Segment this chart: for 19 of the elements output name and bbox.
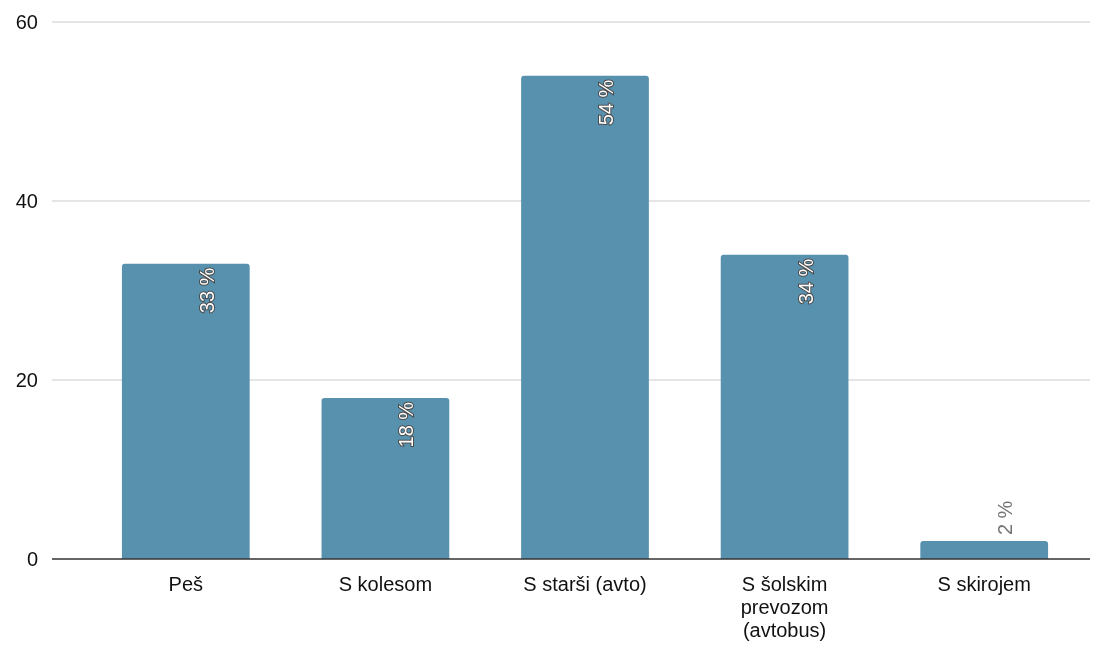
x-tick-label: S šolskim prevozom (avtobus) [740,573,829,641]
bar [720,254,849,559]
bar [121,263,250,559]
x-tick-label: S starši (avto) [523,573,647,595]
x-tick-label: Peš [168,573,204,595]
y-tick-label: 20 [15,368,38,391]
bar [321,397,450,559]
data-label: 54 % [595,79,617,126]
data-label: 2 % [994,500,1017,536]
y-tick-label: 40 [15,189,38,212]
data-label: 33 % [195,267,218,314]
y-tick-label: 0 [26,547,38,570]
x-tick-label: S skirojem [937,573,1031,595]
data-label: 34 % [794,258,817,305]
bar [920,541,1049,559]
bar [521,75,649,559]
x-tick-label: S kolesom [338,573,433,595]
data-label: 18 % [395,401,418,448]
y-tick-label: 60 [15,10,38,33]
